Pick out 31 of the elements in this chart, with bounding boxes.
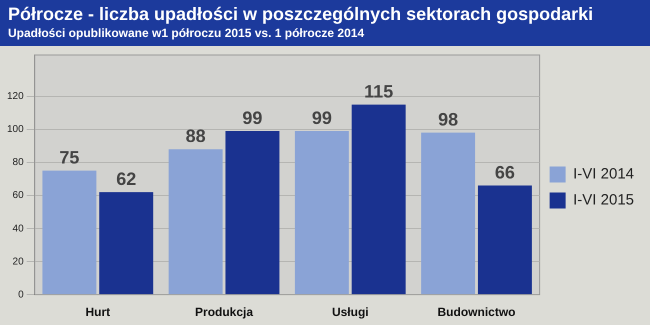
data-label: 75 — [59, 148, 80, 168]
chart-title: Półrocze - liczba upadłości w poszczególnych sektorach gospodarki — [8, 3, 594, 25]
data-label: 62 — [116, 169, 136, 190]
data-label: 66 — [494, 162, 515, 183]
bar — [478, 186, 532, 294]
data-label: 88 — [186, 126, 206, 146]
data-label: 99 — [242, 108, 262, 128]
y-tick-label: 80 — [12, 157, 24, 168]
legend-label: I-VI 2015 — [573, 192, 634, 209]
bar — [99, 192, 154, 294]
bar — [352, 104, 406, 294]
y-tick-label: 0 — [18, 289, 24, 300]
legend-label: I-VI 2014 — [573, 166, 634, 183]
x-tick-label: Budownictwo — [438, 305, 516, 320]
bar — [421, 132, 476, 294]
y-tick-label: 20 — [12, 256, 24, 268]
data-label: 99 — [312, 108, 332, 128]
y-tick-label: 40 — [12, 223, 24, 234]
x-tick-label: Produkcja — [195, 305, 254, 320]
bar — [42, 170, 96, 294]
y-tick-label: 60 — [12, 190, 24, 202]
bar — [225, 131, 280, 294]
bar — [168, 149, 223, 294]
data-label: 98 — [438, 110, 458, 130]
chart-subtitle: Upadłości opublikowane w1 półroczu 2015 vs. 1 półrocze 2014 — [8, 25, 366, 41]
data-label: 115 — [364, 82, 394, 102]
y-tick-label: 100 — [6, 124, 24, 136]
x-tick-label: Usługi — [332, 305, 369, 320]
x-tick-label: Hurt — [85, 305, 110, 320]
bar — [294, 131, 349, 294]
y-tick-label: 120 — [6, 91, 24, 102]
